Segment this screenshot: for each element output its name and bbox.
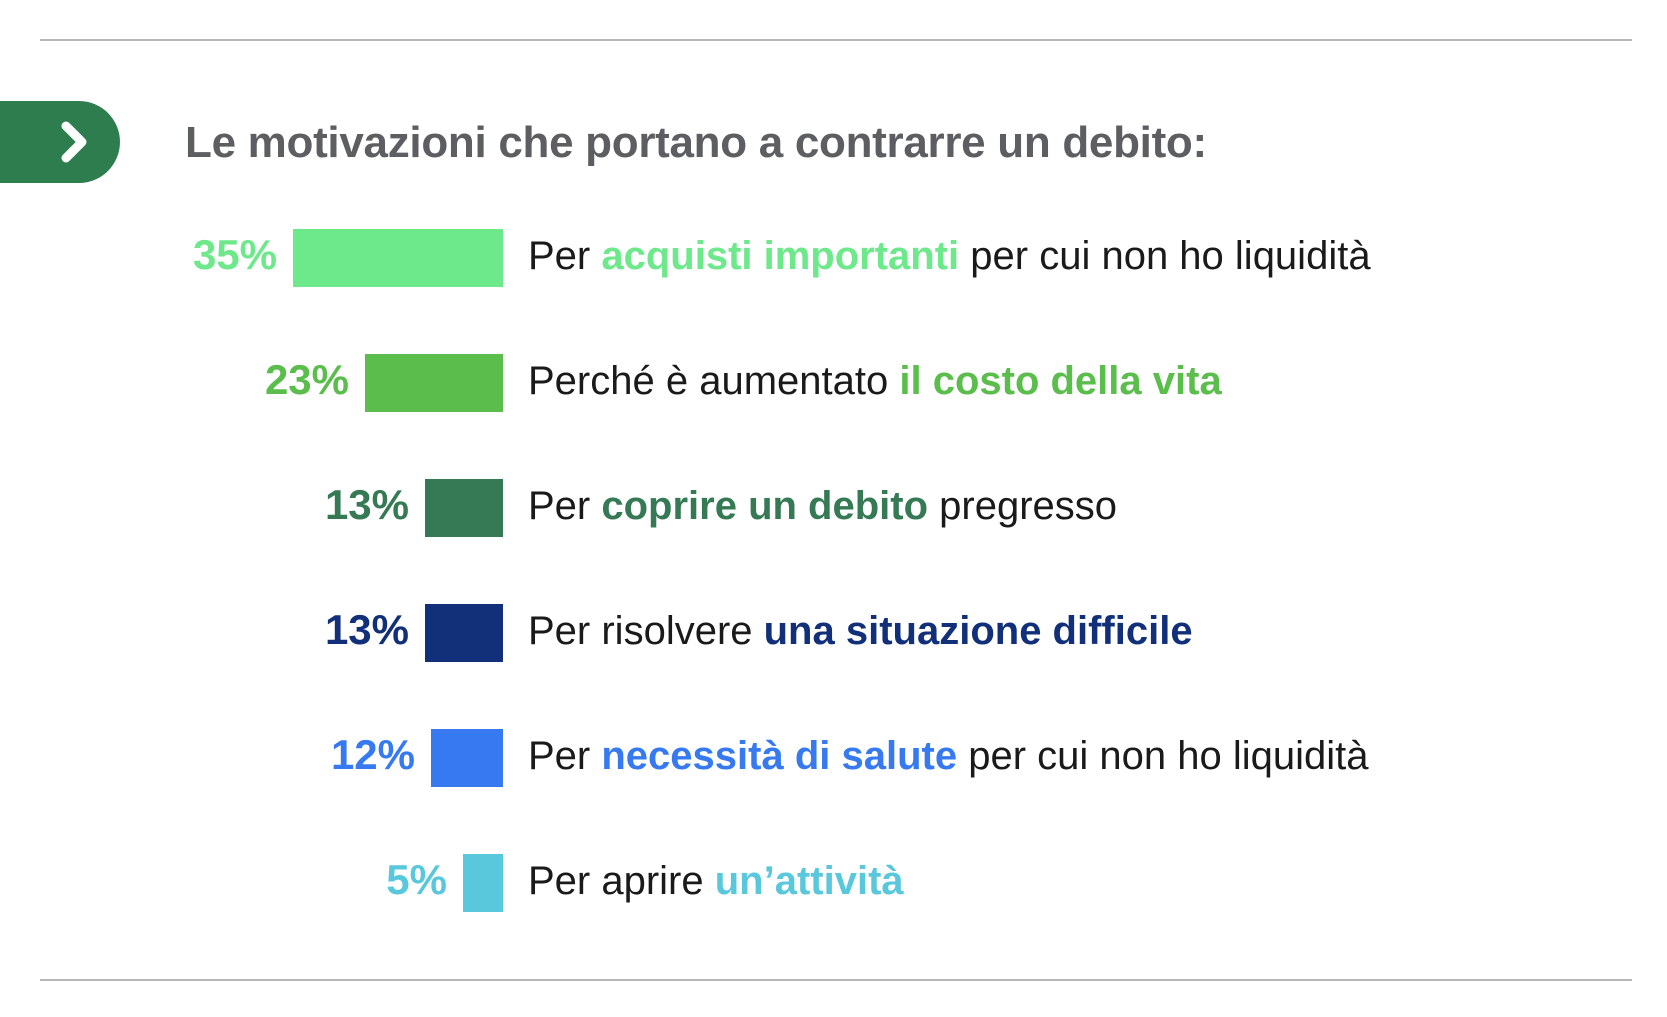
label-highlight: un’attività [714, 859, 904, 903]
category-label-2: Perché è aumentato il costo della vita [528, 361, 1222, 401]
bar-1 [293, 229, 503, 287]
label-text-after: per cui non ho liquidità [957, 734, 1369, 778]
value-label-2: 23% [264, 356, 349, 403]
chart-title: Le motivazioni che portano a contrarre u… [185, 118, 1207, 167]
label-highlight: acquisti importanti [601, 234, 960, 278]
category-label-4: Per risolvere una situazione difficile [528, 611, 1193, 651]
label-text-before: Perché è aumentato [528, 359, 900, 403]
bar-3 [425, 479, 503, 537]
top-divider [40, 39, 1632, 41]
label-text-before: Per [528, 734, 602, 778]
category-label-5: Per necessità di salute per cui non ho l… [528, 736, 1368, 776]
label-text-before: Per aprire [528, 859, 715, 903]
label-highlight: necessità di salute [601, 734, 958, 778]
value-label-3: 13% [324, 481, 409, 528]
bar-2 [365, 354, 503, 412]
label-text-after: per cui non ho liquidità [959, 234, 1371, 278]
section-tab [0, 101, 120, 183]
category-label-1: Per acquisti importanti per cui non ho l… [528, 236, 1371, 276]
bar-5 [431, 729, 503, 787]
label-text-before: Per risolvere [528, 609, 764, 653]
section-tab-shape [0, 101, 120, 183]
value-label-5: 12% [330, 731, 415, 778]
label-text-before: Per [528, 484, 602, 528]
label-highlight: il costo della vita [899, 359, 1222, 403]
label-highlight: coprire un debito [601, 484, 929, 528]
bar-6 [463, 854, 503, 912]
category-label-3: Per coprire un debito pregresso [528, 486, 1117, 526]
bottom-divider [40, 979, 1632, 981]
value-label-1: 35% [192, 231, 277, 278]
value-label-4: 13% [324, 606, 409, 653]
bar-4 [425, 604, 503, 662]
category-label-6: Per aprire un’attività [528, 861, 904, 901]
chevron-right-icon [61, 121, 87, 163]
label-text-before: Per [528, 234, 602, 278]
label-text-after: pregresso [928, 484, 1118, 528]
label-highlight: una situazione difficile [763, 609, 1193, 653]
value-label-6: 5% [386, 856, 447, 903]
